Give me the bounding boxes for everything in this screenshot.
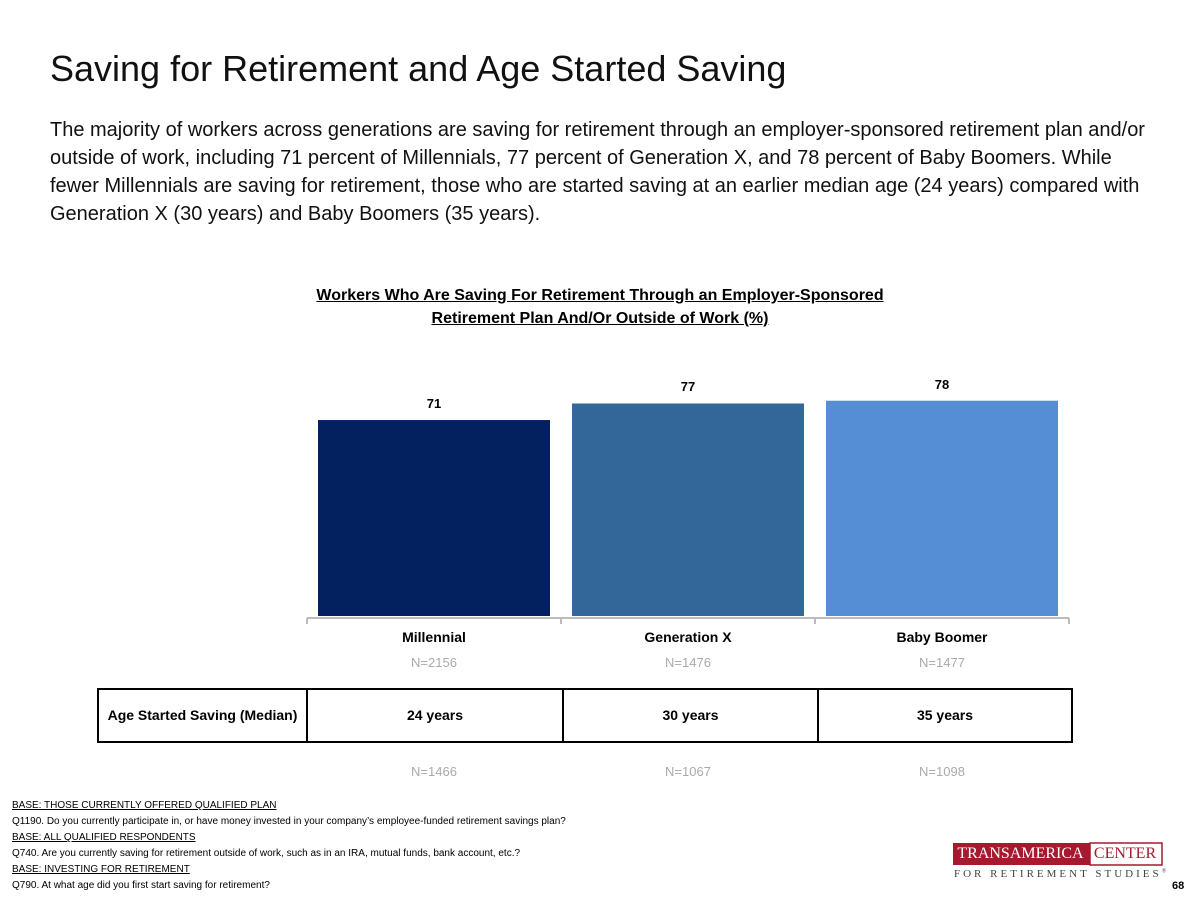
logo: TRANSAMERICA CENTER FOR RETIREMENT STUDIE…: [952, 843, 1169, 880]
logo-mark: ®: [1161, 868, 1170, 875]
footnote: BASE: THOSE CURRENTLY OFFERED QUALIFIED …: [12, 800, 277, 811]
bar: [572, 403, 804, 616]
table-header: Age Started Saving (Median): [107, 707, 298, 723]
logo-box: [953, 842, 1163, 866]
table-cell: 24 years: [406, 707, 464, 723]
footnote: Q790. At what age did you first start sa…: [12, 880, 270, 891]
footnotes: BASE: THOSE CURRENTLY OFFERED QUALIFIED …: [12, 798, 566, 894]
footnote: BASE: INVESTING FOR RETIREMENT: [12, 864, 190, 875]
sample-size: N=2156: [411, 655, 457, 670]
logo-suffix: CENTER: [1093, 845, 1157, 862]
logo-tagline: FOR RETIREMENT STUDIES: [954, 868, 1162, 880]
table-cell: 35 years: [916, 707, 974, 723]
sample-size: N=1067: [665, 764, 711, 779]
footnote: BASE: ALL QUALIFIED RESPONDENTS: [12, 832, 196, 843]
sample-size: N=1476: [665, 655, 711, 670]
value-label: 71: [426, 396, 442, 412]
value-label: 78: [934, 376, 950, 392]
page-number: 68: [1172, 880, 1185, 892]
body-text: The majority of workers across generatio…: [50, 119, 1145, 225]
value-label: 77: [680, 379, 696, 395]
bar: [826, 400, 1058, 616]
sample-size: N=1477: [919, 655, 965, 670]
chart-title: Workers Who Are Saving For Retirement Th…: [316, 287, 884, 327]
table-cell: 30 years: [662, 707, 719, 723]
sample-size: N=1466: [411, 764, 457, 779]
x-tick-label: Millennial: [402, 629, 466, 645]
sample-size: N=1098: [919, 764, 965, 779]
footnote: Q1190. Do you currently participate in, …: [12, 816, 566, 827]
table-border: [97, 688, 1073, 743]
slide-title: Saving for Retirement and Age Started Sa…: [50, 48, 787, 89]
bar: [318, 420, 550, 616]
logo-name: TRANSAMERICA: [957, 845, 1084, 862]
footnote: Q740. Are you currently saving for retir…: [12, 848, 521, 859]
x-tick-label: Generation X: [644, 629, 732, 645]
x-tick-label: Baby Boomer: [896, 629, 988, 645]
